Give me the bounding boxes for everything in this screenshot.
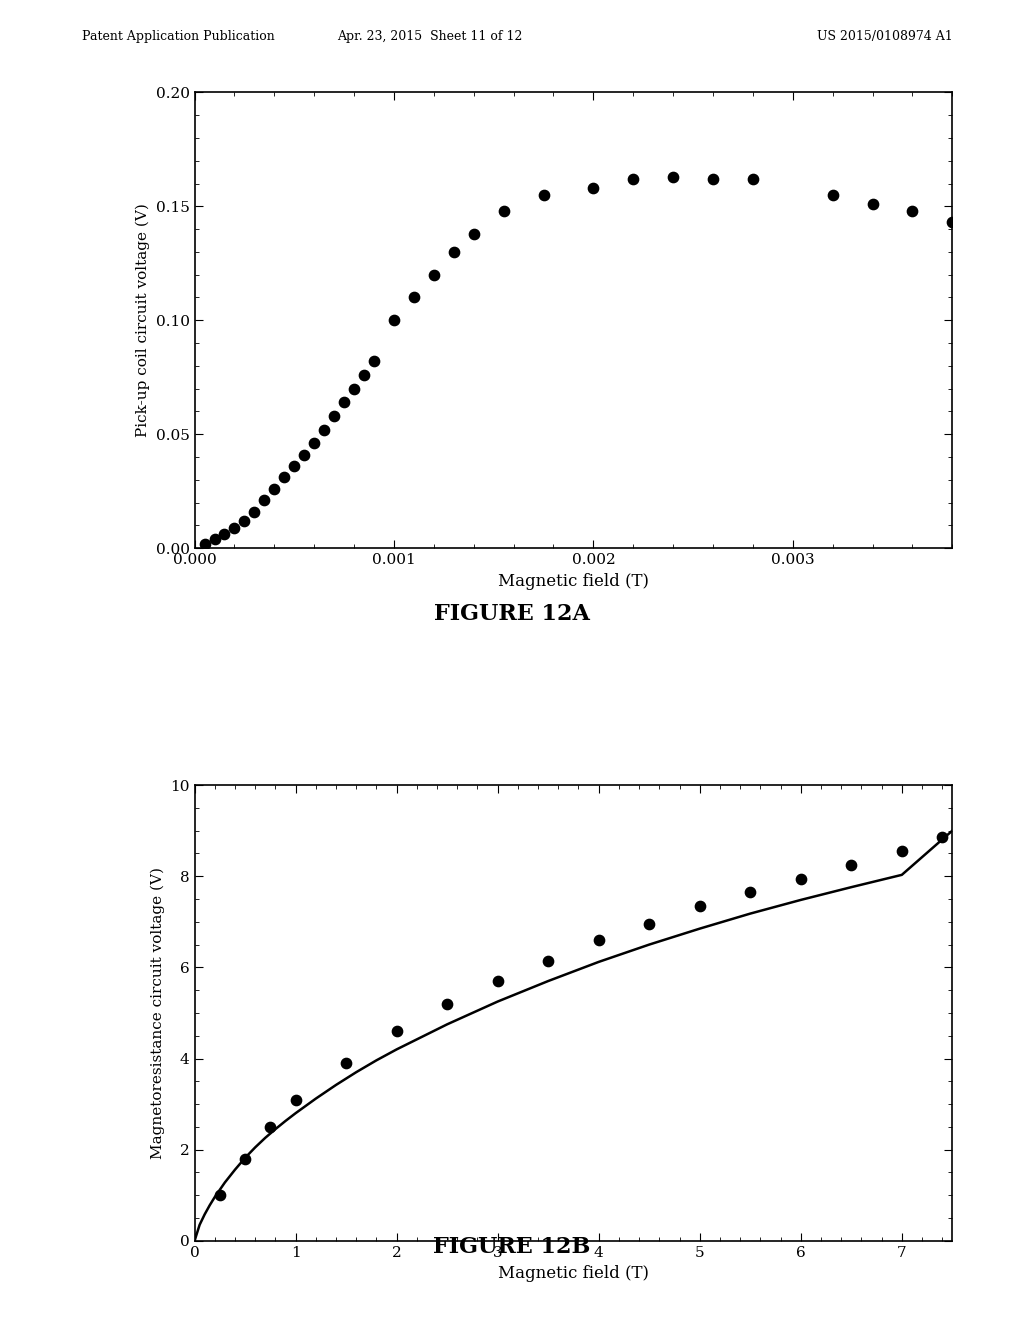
Point	[237, 1148, 253, 1170]
Point	[386, 310, 402, 331]
Point	[585, 177, 601, 198]
Point	[426, 264, 442, 285]
Point	[705, 169, 721, 190]
Point	[625, 169, 641, 190]
X-axis label: Magnetic field (T): Magnetic field (T)	[498, 1265, 649, 1282]
Point	[346, 378, 362, 399]
Point	[338, 1052, 354, 1073]
Point	[894, 841, 910, 862]
Point	[288, 1089, 304, 1110]
Point	[326, 405, 342, 426]
Point	[641, 913, 657, 935]
Point	[843, 854, 859, 875]
Point	[216, 524, 232, 545]
Point	[536, 185, 552, 206]
Point	[266, 478, 283, 499]
Point	[286, 455, 302, 477]
Text: Patent Application Publication: Patent Application Publication	[82, 30, 274, 44]
Point	[212, 1184, 228, 1205]
Point	[742, 882, 759, 903]
Point	[540, 950, 556, 972]
Point	[445, 242, 462, 263]
Point	[824, 185, 841, 206]
Text: US 2015/0108974 A1: US 2015/0108974 A1	[816, 30, 952, 44]
Point	[466, 223, 482, 244]
Text: FIGURE 12A: FIGURE 12A	[434, 603, 590, 624]
Point	[276, 467, 293, 488]
Y-axis label: Magnetoresistance circuit voltage (V): Magnetoresistance circuit voltage (V)	[151, 867, 165, 1159]
Point	[316, 418, 333, 440]
Point	[744, 169, 761, 190]
Point	[256, 490, 272, 511]
Point	[246, 502, 262, 523]
Point	[904, 201, 921, 222]
Point	[262, 1117, 279, 1138]
Point	[496, 201, 512, 222]
Point	[306, 433, 323, 454]
Point	[934, 826, 950, 847]
Point	[439, 993, 456, 1014]
Text: Apr. 23, 2015  Sheet 11 of 12: Apr. 23, 2015 Sheet 11 of 12	[337, 30, 523, 44]
Point	[406, 286, 422, 308]
Text: FIGURE 12B: FIGURE 12B	[433, 1237, 591, 1258]
Point	[206, 528, 222, 549]
Point	[197, 533, 213, 554]
Point	[691, 895, 708, 916]
Point	[793, 869, 809, 890]
X-axis label: Magnetic field (T): Magnetic field (T)	[498, 573, 649, 590]
Point	[226, 517, 243, 539]
Point	[864, 194, 881, 215]
Point	[489, 970, 506, 991]
Y-axis label: Pick-up coil circuit voltage (V): Pick-up coil circuit voltage (V)	[136, 203, 151, 437]
Point	[944, 211, 961, 232]
Point	[591, 929, 607, 950]
Point	[388, 1020, 404, 1041]
Point	[366, 351, 382, 372]
Point	[237, 511, 253, 532]
Point	[356, 364, 373, 385]
Point	[296, 444, 312, 465]
Point	[336, 392, 352, 413]
Point	[665, 166, 681, 187]
